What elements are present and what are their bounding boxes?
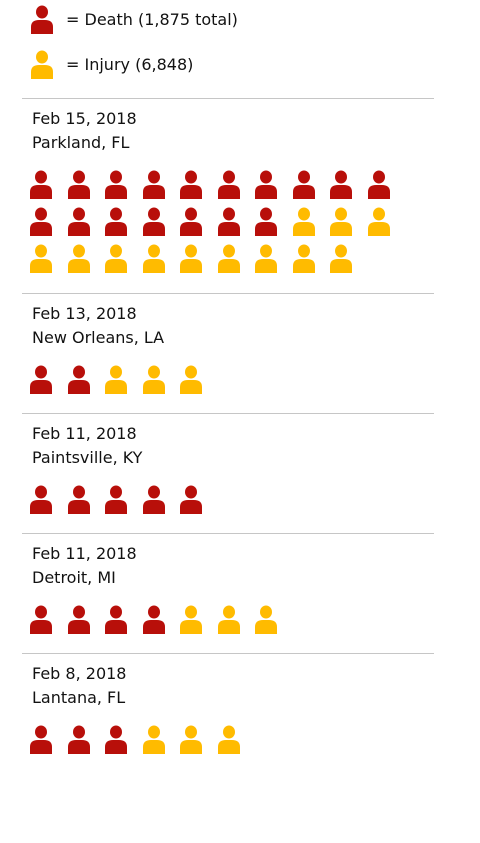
injury-person-icon (367, 207, 390, 236)
injury-person-icon (217, 244, 240, 273)
death-person-icon (105, 605, 127, 634)
death-person-icon (30, 365, 52, 394)
death-person-icon (67, 485, 90, 514)
incident: Feb 8, 2018 Lantana, FL (22, 653, 434, 773)
casualty-icons (29, 168, 429, 288)
injury-person-icon (142, 244, 165, 273)
injury-person-icon (105, 365, 127, 394)
incident-date: Feb 8, 2018 (32, 664, 127, 683)
death-person-icon (217, 170, 240, 199)
incident-place: New Orleans, LA (32, 328, 165, 347)
casualty-icons (29, 723, 429, 843)
incident-place: Detroit, MI (32, 568, 116, 587)
injury-person-icon (180, 365, 202, 394)
legend-injury: = Injury (6,848) (30, 49, 193, 79)
incident-place: Lantana, FL (32, 688, 126, 707)
death-person-icon (105, 207, 127, 236)
death-person-icon (180, 170, 202, 199)
death-person-icon (31, 5, 53, 34)
injury-person-icon (330, 244, 352, 273)
injury-person-icon (255, 605, 277, 634)
injury-person-icon (180, 244, 202, 273)
death-person-icon (67, 605, 90, 634)
death-person-icon (67, 725, 90, 754)
death-person-icon (180, 485, 202, 514)
incident: Feb 11, 2018 Paintsville, KY (22, 413, 434, 533)
injury-person-icon (142, 365, 165, 394)
injury-person-icon (67, 244, 90, 273)
death-person-icon (67, 170, 90, 199)
death-person-icon (105, 170, 127, 199)
injury-person-icon (30, 244, 52, 273)
death-person-icon (30, 485, 52, 514)
legend-death: = Death (1,875 total) (30, 4, 238, 34)
injury-person-icon (330, 207, 352, 236)
incident-place: Paintsville, KY (32, 448, 143, 467)
injury-person-icon (217, 605, 240, 634)
incident: Feb 15, 2018 Parkland, FL (22, 98, 434, 293)
incident-date: Feb 11, 2018 (32, 544, 137, 563)
injury-person-icon (180, 605, 202, 634)
injury-person-icon (31, 50, 53, 79)
death-person-icon (30, 207, 52, 236)
injury-person-icon (255, 244, 277, 273)
death-person-icon (367, 170, 390, 199)
death-person-icon (67, 365, 90, 394)
death-person-icon (67, 207, 90, 236)
incident-date: Feb 15, 2018 (32, 109, 137, 128)
legend-injury-label: = Injury (6,848) (66, 54, 194, 74)
injury-person-icon (292, 244, 315, 273)
death-person-icon (330, 170, 352, 199)
death-person-icon (180, 207, 202, 236)
death-person-icon (30, 170, 52, 199)
death-person-icon (142, 207, 165, 236)
death-person-icon (105, 485, 127, 514)
incident-date: Feb 11, 2018 (32, 424, 137, 443)
injury-person-icon (180, 725, 202, 754)
death-person-icon (255, 170, 277, 199)
injury-person-icon (105, 244, 127, 273)
incident-date: Feb 13, 2018 (32, 304, 137, 323)
death-person-icon (30, 725, 52, 754)
legend-death-label: = Death (1,875 total) (66, 9, 238, 29)
death-person-icon (142, 605, 165, 634)
incident: Feb 11, 2018 Detroit, MI (22, 533, 434, 653)
incident: Feb 13, 2018 New Orleans, LA (22, 293, 434, 413)
death-person-icon (105, 725, 127, 754)
injury-person-icon (292, 207, 315, 236)
incident-place: Parkland, FL (32, 133, 130, 152)
injury-person-icon (142, 725, 165, 754)
death-person-icon (217, 207, 240, 236)
death-person-icon (142, 485, 165, 514)
death-person-icon (142, 170, 165, 199)
injury-person-icon (217, 725, 240, 754)
death-person-icon (30, 605, 52, 634)
death-person-icon (292, 170, 315, 199)
death-person-icon (255, 207, 277, 236)
incident-list: Feb 15, 2018 Parkland, FL Feb 13, 2018 New … (22, 98, 434, 773)
